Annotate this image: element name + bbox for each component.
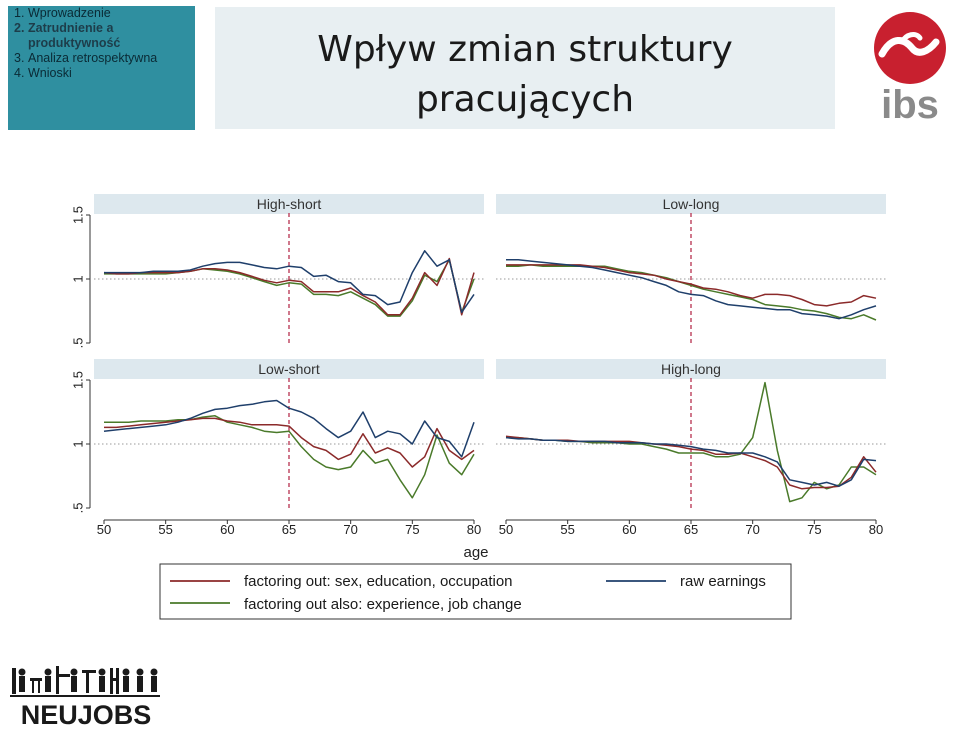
x-tick-label: 70: [343, 522, 357, 537]
x-tick-label: 80: [467, 522, 481, 537]
x-tick-label: 50: [499, 522, 513, 537]
panel-strip: [496, 194, 886, 214]
x-tick-label: 55: [560, 522, 574, 537]
legend-box: [159, 563, 792, 620]
nav-item-label: Wprowadzenie: [28, 6, 111, 20]
series-line-exp_job: [104, 415, 475, 499]
x-axis-label: age: [463, 544, 488, 561]
y-tick-label: .5: [70, 503, 85, 514]
x-tick-label: 70: [745, 522, 759, 537]
x-tick-label: 80: [869, 522, 883, 537]
panel-strip: [94, 194, 484, 214]
series-line-raw: [505, 436, 877, 487]
nav-item-number: 4.: [14, 66, 25, 80]
section-nav: 1. Wprowadzenie 2. Zatrudnienie a produktyw…: [8, 6, 195, 130]
x-tick-label: 55: [158, 522, 172, 537]
slide-title: Wpływ zmian struktury pracujących: [215, 25, 835, 125]
panel-title: High-short: [257, 196, 322, 212]
panel-title: Low-long: [663, 196, 720, 212]
slide-title-line1: Wpływ zmian struktury: [317, 29, 733, 70]
series-line-exp_job: [506, 264, 877, 321]
nav-item[interactable]: 3. Analiza retrospektywna: [12, 51, 195, 66]
x-tick-label: 65: [684, 522, 698, 537]
nav-item[interactable]: 1. Wprowadzenie: [12, 6, 195, 21]
series-line-sex_edu_occ: [505, 435, 877, 490]
series-line-raw: [103, 399, 475, 458]
y-tick-label: 1.5: [70, 371, 85, 389]
ibs-logo-text: ibs: [881, 83, 939, 126]
nav-item[interactable]: 2. Zatrudnienie a produktywność: [12, 21, 195, 51]
ibs-logo-icon: ibs: [874, 12, 946, 127]
neujobs-logo-text: NEUJOBS: [21, 700, 152, 728]
nav-item-number: 3.: [14, 51, 25, 65]
neujobs-logo: NEUJOBS: [8, 664, 164, 730]
x-tick-label: 60: [220, 522, 234, 537]
panel-strip: [496, 359, 886, 379]
y-tick-label: 1: [70, 275, 85, 282]
slide-title-line2: pracujących: [415, 79, 635, 120]
x-tick-label: 65: [282, 522, 296, 537]
y-tick-label: 1.5: [70, 206, 85, 224]
x-tick-label: 50: [97, 522, 111, 537]
nav-item-number: 1.: [14, 6, 25, 20]
series-line-sex_edu_occ: [104, 417, 475, 468]
series-line-exp_job: [104, 259, 475, 317]
title-box: Wpływ zmian struktury pracujących: [215, 7, 835, 129]
nav-item-label: Zatrudnienie a produktywność: [28, 21, 121, 50]
x-tick-label: 75: [405, 522, 419, 537]
legend-label: factoring out also: experience, job chan…: [244, 596, 522, 613]
nav-item-label: Wnioski: [28, 66, 72, 80]
legend-label: raw earnings: [680, 573, 766, 590]
series-line-raw: [104, 250, 475, 314]
series-line-raw: [506, 259, 877, 320]
x-tick-label: 60: [622, 522, 636, 537]
chart-container: High-short .5 1 1.5 Low-long Low-short .5 1 1.5 H…: [40, 170, 910, 638]
legend-label: factoring out: sex, education, occupatio…: [244, 573, 513, 590]
panel-title: High-long: [661, 361, 721, 377]
section-nav-list: 1. Wprowadzenie 2. Zatrudnienie a produktyw…: [8, 6, 195, 81]
neujobs-logo-icon: NEUJOBS: [10, 666, 160, 730]
ibs-logo: ibs: [862, 8, 958, 127]
nav-item-label: Analiza retrospektywna: [28, 51, 158, 65]
earnings-chart: High-short .5 1 1.5 Low-long Low-short .5 1 1.5 H…: [70, 194, 886, 620]
panel-title: Low-short: [258, 361, 320, 377]
y-tick-label: .5: [70, 338, 85, 349]
x-tick-label: 75: [807, 522, 821, 537]
nav-item-number: 2.: [14, 21, 25, 35]
nav-item[interactable]: 4. Wnioski: [12, 66, 195, 81]
series-line-sex_edu_occ: [103, 257, 475, 316]
panel-strip: [94, 359, 484, 379]
y-tick-label: 1: [70, 440, 85, 447]
